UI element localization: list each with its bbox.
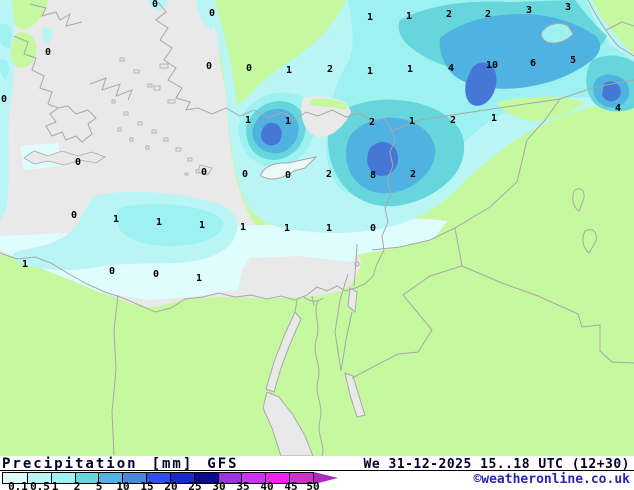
precip-value-label: 1	[245, 115, 251, 126]
precip-value-label: 1	[407, 64, 413, 75]
legend-swatch	[3, 473, 27, 483]
country-borders	[111, 0, 634, 456]
water-bodies	[262, 261, 366, 457]
precip-value-label: 3	[526, 5, 532, 16]
legend-tick: 45	[284, 480, 298, 490]
legend-strip: Precipitation [mm] GFS 0.1 0.5 1 2 5 10 15 20 25…	[0, 456, 634, 490]
legend-swatch	[26, 473, 51, 483]
precip-value-label: 1	[199, 220, 205, 231]
precip-value-label: 0	[75, 157, 81, 168]
precip-value-label: 2	[485, 9, 491, 20]
legend-swatch	[98, 473, 123, 483]
legend-tick: 0.1	[8, 480, 28, 490]
precip-value-label: 2	[446, 9, 452, 20]
precip-value-label: 10	[486, 60, 498, 71]
precip-value-label: 0	[246, 63, 252, 74]
legend-title: Precipitation	[2, 456, 138, 472]
legend-color-bar	[2, 472, 314, 484]
legend-tick: 20	[164, 480, 178, 490]
precip-value-label: 0	[45, 47, 51, 58]
legend-tick: 40	[260, 480, 274, 490]
precip-value-label: 4	[448, 63, 454, 74]
precip-value-label: 1	[284, 223, 290, 234]
legend-swatch	[265, 473, 290, 483]
precip-value-label: 2	[410, 169, 416, 180]
precip-value-label: 1	[286, 65, 292, 76]
legend-tick: 30	[212, 480, 226, 490]
legend-tick: 50	[306, 480, 320, 490]
legend-tick: 10	[116, 480, 130, 490]
legend-swatch	[169, 473, 194, 483]
legend-title-row: Precipitation [mm] GFS	[2, 456, 239, 472]
legend-tick-labels: 0.1 0.5 1 2 5 10 15 20 25 30 35 40 45 50	[0, 480, 634, 490]
legend-swatch	[193, 473, 218, 483]
precip-value-label: 0	[242, 169, 248, 180]
precip-value-label: 6	[530, 58, 536, 69]
legend-model: GFS	[207, 456, 239, 472]
precip-value-label: 0	[152, 0, 158, 10]
precip-value-label: 8	[370, 170, 376, 181]
precip-value-label: 1	[326, 223, 332, 234]
dry-gap-patch	[496, 96, 585, 122]
precip-value-label: 0	[209, 8, 215, 19]
precip-value-label: 0	[153, 269, 159, 280]
precip-value-label: 0	[71, 210, 77, 221]
legend-units: [mm]	[151, 456, 194, 472]
forecast-datetime: We 31-12-2025 15..18 UTC (12+30)	[363, 457, 630, 472]
precip-value-label: 1	[367, 66, 373, 77]
copyright-link[interactable]: ©weatheronline.co.uk	[473, 472, 630, 487]
precip-value-label: 1	[113, 214, 119, 225]
legend-swatch	[289, 473, 313, 483]
precip-value-label: 3	[565, 2, 571, 13]
legend-swatch	[74, 473, 99, 483]
precip-value-label: 5	[570, 55, 576, 66]
legend-tick: 15	[140, 480, 154, 490]
precip-value-label: 1	[406, 11, 412, 22]
precip-value-label: 2	[327, 64, 333, 75]
legend-swatch	[217, 473, 242, 483]
legend-tick: 25	[188, 480, 202, 490]
legend-swatch	[241, 473, 266, 483]
precip-value-label: 1	[367, 12, 373, 23]
precip-value-label: 2	[369, 117, 375, 128]
dry-land-patches	[10, 0, 634, 106]
legend-divider-line	[0, 470, 634, 471]
precip-value-label: 1	[491, 113, 497, 124]
precip-value-label: 0	[370, 223, 376, 234]
precip-value-label: 0	[285, 170, 291, 181]
legend-swatch	[146, 473, 170, 483]
legend-tick: 5	[95, 480, 103, 490]
legend-tick: 2	[73, 480, 81, 490]
antalya-dry-wedge	[301, 95, 351, 137]
precip-value-label: 0	[1, 94, 7, 105]
aegean-islands	[23, 57, 213, 176]
precip-value-label: 1	[22, 259, 28, 270]
precip-value-label: 2	[326, 169, 332, 180]
precip-value-label: 1	[409, 116, 415, 127]
legend-swatch	[50, 473, 75, 483]
precip-value-label: 1	[240, 222, 246, 233]
legend-tick: 1	[51, 480, 59, 490]
precip-value-label: 0	[109, 266, 115, 277]
precip-value-label: 4	[615, 103, 621, 114]
precip-value-label: 2	[450, 115, 456, 126]
legend-tick: 0.5	[30, 480, 50, 490]
cyprus-island	[260, 156, 318, 180]
precip-value-label: 1	[156, 217, 162, 228]
precip-value-label: 1	[196, 273, 202, 284]
precip-value-label: 0	[201, 167, 207, 178]
legend-tick: 35	[236, 480, 250, 490]
legend-overflow-arrow	[314, 472, 338, 484]
precip-value-label: 0	[206, 61, 212, 72]
legend-swatch	[122, 473, 147, 483]
precipitation-map: 0 0 1 1 2 2 3 3 0 0 0 0 1 2 1 1 4 10 6 5 1 1 2 1 2 1 4 0 0 0 0 2 8 2 0 1 1 1 1…	[0, 0, 634, 457]
coastlines	[0, 1, 396, 457]
precip-value-label: 1	[285, 116, 291, 127]
